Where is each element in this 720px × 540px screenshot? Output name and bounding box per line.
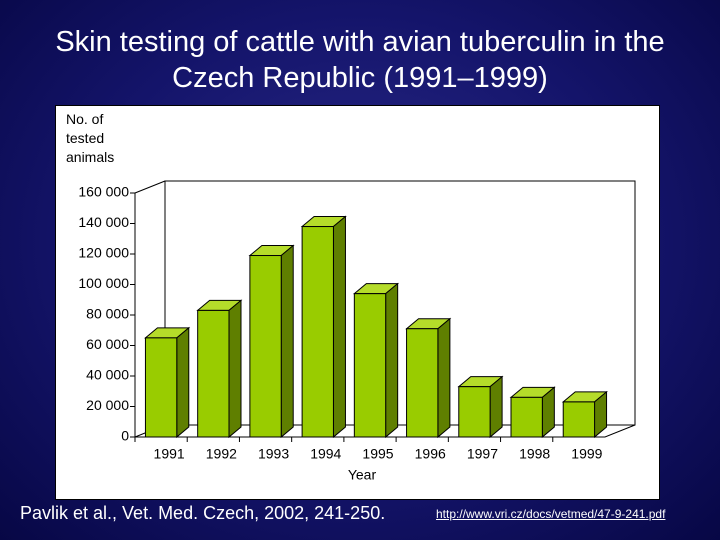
bar-side — [437, 317, 451, 439]
bar — [353, 293, 387, 438]
x-tick-label: 1993 — [258, 446, 289, 462]
bar-side — [489, 375, 503, 439]
bar — [458, 386, 491, 438]
bar — [406, 328, 439, 438]
bar-side — [332, 215, 346, 439]
x-tick-label: 1991 — [154, 446, 185, 462]
bar — [249, 255, 282, 438]
x-tick-label: 1992 — [206, 446, 237, 462]
x-tick-label: 1997 — [467, 446, 498, 462]
bar — [144, 337, 178, 438]
x-tick-label: 1998 — [519, 446, 550, 462]
citation: Pavlik et al., Vet. Med. Czech, 2002, 24… — [20, 503, 386, 523]
wall-edge — [134, 180, 166, 194]
y-tick-label: 0 — [121, 428, 129, 444]
y-tick-label: 100 000 — [78, 275, 129, 291]
bar-side — [176, 326, 190, 439]
bar — [197, 309, 230, 438]
y-tick-label: 120 000 — [78, 245, 129, 261]
y-axis-label: No. of tested animals — [66, 111, 115, 165]
source-link[interactable]: http://www.vri.cz/docs/vetmed/47-9-241.p… — [436, 507, 666, 521]
bar-side — [385, 282, 399, 439]
x-tick-label: 1995 — [362, 446, 393, 462]
bar — [562, 401, 596, 438]
x-tick-label: 1996 — [415, 446, 446, 462]
y-tick-label: 80 000 — [86, 306, 129, 322]
y-tick-label: 140 000 — [78, 214, 129, 230]
y-tick-label: 60 000 — [86, 336, 129, 352]
bar — [510, 396, 543, 438]
x-tick-label: 1994 — [310, 446, 341, 462]
x-axis-label: Year — [348, 467, 377, 483]
y-tick-label: 160 000 — [78, 184, 129, 200]
slide-title: Skin testing of cattle with avian tuberc… — [55, 26, 665, 94]
y-tick-label: 20 000 — [86, 397, 129, 413]
bar-side — [280, 244, 294, 439]
bar-side — [228, 299, 242, 439]
x-tick-label: 1999 — [571, 446, 602, 462]
y-tick-label: 40 000 — [86, 367, 129, 383]
bar — [301, 226, 334, 438]
